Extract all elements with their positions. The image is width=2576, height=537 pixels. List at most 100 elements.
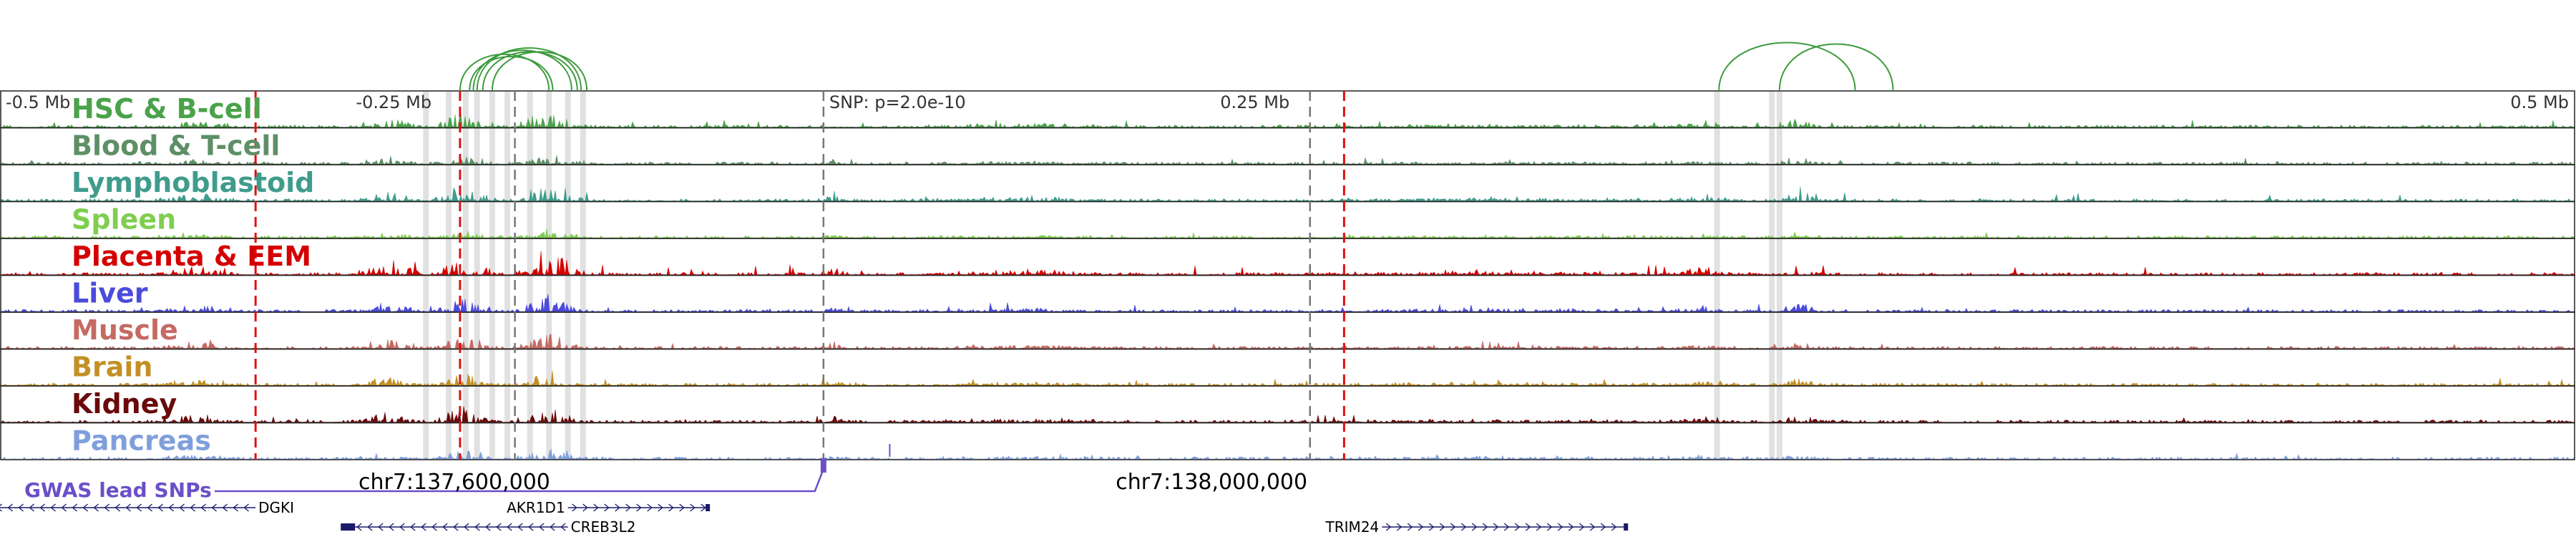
gene-strand-arrow-0 [114,503,120,512]
gene-strand-arrow-2 [464,523,469,531]
gene-strand-arrow-1 [582,503,588,512]
gene-strand-arrow-0 [233,503,238,512]
signal-1 [0,155,2575,165]
gwas-snp-marker [820,458,826,473]
gene-strand-arrow-0 [147,503,152,512]
gene-strand-arrow-2 [389,523,394,531]
gene-strand-arrow-3 [1589,523,1596,531]
gene-strand-arrow-1 [615,503,620,512]
chromatin-loops [459,42,1894,92]
gene-strand-arrow-3 [1600,523,1606,531]
gene-strand-arrow-0 [125,503,131,512]
gene-exon-2 [341,523,356,531]
loop-5 [459,53,550,92]
track-frames [0,90,2575,460]
signal-0 [0,112,2575,128]
gene-strand-arrow-0 [243,503,249,512]
track-label-1: Blood & T-cell [72,130,280,162]
gene-strand-arrow-3 [1579,523,1585,531]
gene-strand-arrow-1 [658,503,663,512]
gene-strand-arrow-3 [1418,523,1424,531]
gene-strand-arrow-0 [211,503,217,512]
gene-strand-arrow-3 [1471,523,1478,531]
gene-strand-arrow-3 [1546,523,1553,531]
track-frame-7 [0,348,2575,387]
gene-strand-arrow-3 [1557,523,1563,531]
signal-6 [0,334,2575,349]
track-label-2: Lymphoblastoid [72,167,314,198]
gene-strand-arrow-1 [604,503,610,512]
gene-strand-arrow-1 [701,503,706,512]
loop-6 [1718,42,1856,92]
gene-strand-arrow-2 [453,523,459,531]
gene-strand-arrow-0 [61,503,67,512]
gene-label-1: AKR1D1 [507,499,565,516]
offset-tick-3: 0.25 Mb [1220,92,1289,112]
gene-strand-arrow-3 [1460,523,1467,531]
gene-1: AKR1D1 [507,499,711,516]
gene-strand-arrow-2 [496,523,502,531]
track-label-5: Liver [72,278,148,309]
gene-strand-arrow-2 [378,523,384,531]
gene-strand-arrow-0 [104,503,109,512]
gene-strand-arrow-3 [1568,523,1574,531]
gene-exon-3 [1624,523,1629,531]
track-label-9: Pancreas [72,425,211,457]
gene-strand-arrow-2 [421,523,426,531]
gene-strand-arrow-0 [93,503,99,512]
gwas-label: GWAS lead SNPs [24,478,212,502]
signal-4 [0,251,2575,276]
gene-exon-1 [706,504,711,511]
offset-tick-0: -0.5 Mb [6,92,70,112]
signal-3 [0,228,2575,239]
marker-lines [254,91,1345,460]
loop-4 [491,51,588,92]
loop-7 [1778,43,1894,92]
gene-strand-arrow-0 [222,503,228,512]
gene-strand-arrow-0 [157,503,163,512]
gene-strand-arrow-0 [82,503,88,512]
gene-strand-arrow-3 [1407,523,1413,531]
gene-strand-arrow-1 [647,503,653,512]
track-frame-2 [0,164,2575,203]
offset-axis: -0.5 Mb -0.25 Mb SNP: p=2.0e-10 0.25 Mb 0.5 … [6,92,2569,112]
gene-2: CREB3L2 [341,518,635,536]
coordinate-labels: chr7:137,600,000 chr7:138,000,000 [358,470,1307,495]
track-frame-4 [0,238,2575,276]
track-label-7: Brain [72,352,152,383]
gene-strand-arrow-1 [668,503,674,512]
gene-strand-arrow-0 [168,503,174,512]
track-labels: HSC & B-cell Blood & T-cell Lymphoblastoid… [72,93,314,457]
gene-strand-arrow-2 [507,523,512,531]
gene-strand-arrow-0 [29,503,34,512]
track-label-0: HSC & B-cell [72,93,262,125]
coordinate-label-1: chr7:138,000,000 [1116,470,1307,495]
gene-strand-arrow-0 [179,503,185,512]
signal-7 [0,370,2575,387]
gene-strand-arrow-1 [679,503,685,512]
track-frame-3 [0,200,2575,239]
gene-0: DGKI [0,499,294,516]
loop-1 [472,49,572,92]
gene-strand-arrow-0 [7,503,13,512]
gene-strand-arrow-3 [1428,523,1435,531]
gene-strand-arrow-2 [442,523,448,531]
gene-strand-arrow-3 [1396,523,1402,531]
gene-strand-arrow-0 [136,503,142,512]
gene-strand-arrow-2 [550,523,555,531]
gene-strand-arrow-3 [1385,523,1392,531]
gene-label-3: TRIM24 [1325,518,1380,536]
gene-strand-arrow-3 [1514,523,1521,531]
gene-strand-arrow-2 [485,523,491,531]
signal-tracks [0,112,2575,460]
gene-strand-arrow-2 [399,523,405,531]
gene-strand-arrow-1 [636,503,642,512]
gwas-track: GWAS lead SNPs [24,444,891,502]
gene-strand-arrow-2 [410,523,416,531]
gene-strand-arrow-3 [1525,523,1531,531]
track-frame-9 [0,422,2575,460]
offset-tick-1: -0.25 Mb [356,92,431,112]
track-frame-8 [0,385,2575,424]
gene-strand-arrow-0 [39,503,45,512]
track-label-6: Muscle [72,314,178,346]
